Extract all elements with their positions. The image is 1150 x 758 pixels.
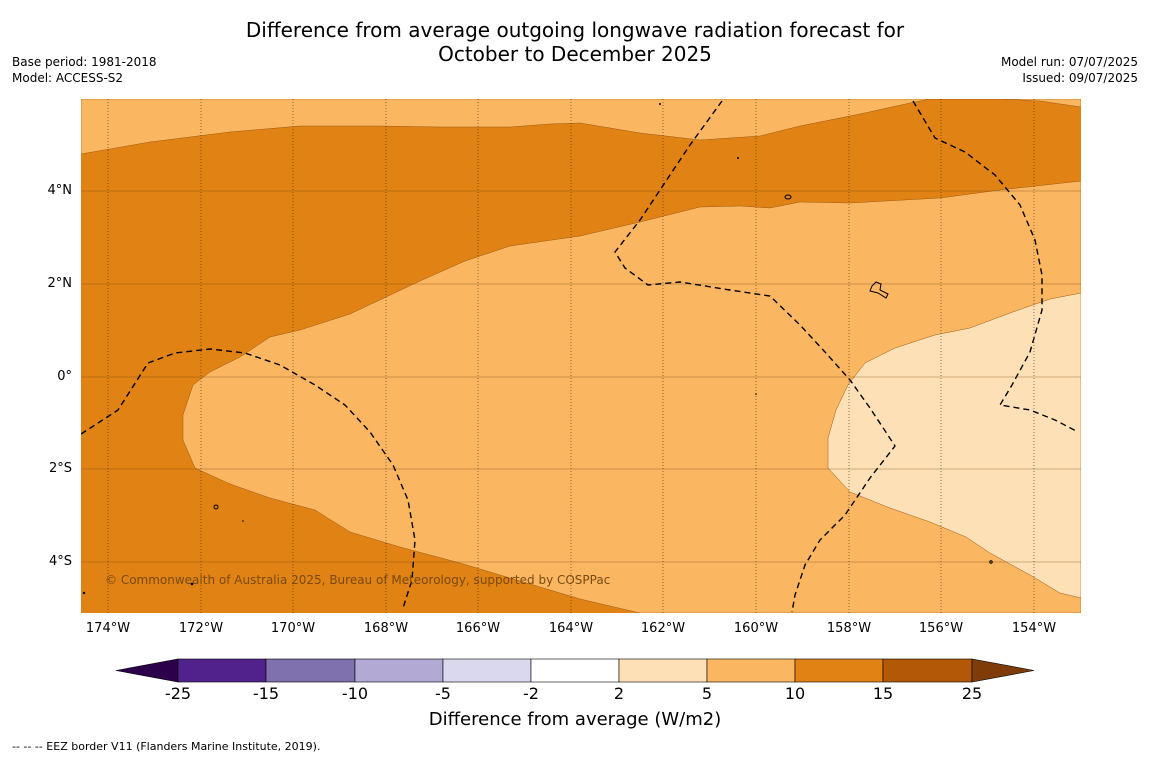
colorbar-bin-2 bbox=[265, 658, 356, 683]
map-title-line2: October to December 2025 bbox=[438, 42, 712, 66]
colorbar-bin-4 bbox=[442, 658, 532, 683]
colorbar-bin-8 bbox=[794, 658, 884, 683]
issued-text: Issued: 09/07/2025 bbox=[1022, 71, 1138, 85]
colorbar-bin-3 bbox=[354, 658, 444, 683]
lon-label-166w: 166°W bbox=[455, 621, 501, 636]
lon-label-156w: 156°W bbox=[918, 621, 964, 636]
lat-label-4s: 4°S bbox=[48, 554, 72, 569]
base-period-text: Base period: 1981-2018 bbox=[12, 55, 157, 69]
model-run-text: Model run: 07/07/2025 bbox=[1000, 55, 1138, 69]
colorbar-bin-1 bbox=[177, 658, 267, 683]
colorbar bbox=[115, 658, 1035, 683]
lon-label-170w: 170°W bbox=[270, 621, 316, 636]
lat-label-4n: 4°N bbox=[47, 183, 73, 198]
lon-label-158w: 158°W bbox=[826, 621, 872, 636]
colorbar-label: Difference from average (W/m2) bbox=[428, 709, 722, 730]
lon-label-154w: 154°W bbox=[1011, 621, 1057, 636]
colorbar-bin-9 bbox=[882, 658, 973, 683]
anomaly-band-top-5-10 bbox=[81, 99, 1081, 155]
colorbar-tick-label: -10 bbox=[341, 684, 369, 703]
colorbar-tick-label: 15 bbox=[872, 684, 894, 703]
meta-left: Base period: 1981-2018 Model: ACCESS-S2 bbox=[12, 54, 157, 86]
colorbar-tick-label: 10 bbox=[784, 684, 806, 703]
eez-borders bbox=[81, 100, 1079, 613]
colorbar-tick-label: -5 bbox=[435, 684, 451, 703]
lat-label-2s: 2°S bbox=[48, 461, 72, 476]
anomaly-band-center-5-10 bbox=[182, 180, 1081, 613]
colorbar-bin-7 bbox=[706, 658, 796, 683]
model-text: Model: ACCESS-S2 bbox=[12, 71, 124, 85]
lat-label-0: 0° bbox=[57, 369, 72, 384]
anomaly-band-2-5 bbox=[827, 292, 1081, 599]
map-panel bbox=[81, 99, 1081, 613]
colorbar-bin-5 bbox=[530, 658, 620, 683]
lon-label-172w: 172°W bbox=[178, 621, 224, 636]
colorbar-bin-6 bbox=[618, 658, 708, 683]
colorbar-under-arrow bbox=[115, 658, 179, 683]
lat-label-2n: 2°N bbox=[47, 276, 73, 291]
lon-label-168w: 168°W bbox=[363, 621, 409, 636]
lon-label-162w: 162°W bbox=[640, 621, 686, 636]
map-title: Difference from average outgoing longwav… bbox=[0, 18, 1150, 66]
eez-footnote: -- -- -- EEZ border V11 (Flanders Marine… bbox=[12, 740, 321, 753]
copyright-text: © Commonwealth of Australia 2025, Bureau… bbox=[105, 573, 611, 587]
colorbar-tick-label: 5 bbox=[701, 684, 713, 703]
map-title-line1: Difference from average outgoing longwav… bbox=[245, 18, 905, 42]
colorbar-tick-label: 2 bbox=[613, 684, 625, 703]
lon-label-174w: 174°W bbox=[85, 621, 131, 636]
colorbar-tick-label: -15 bbox=[252, 684, 280, 703]
colorbar-tick-label: 25 bbox=[961, 684, 983, 703]
colorbar-tick-label: -2 bbox=[523, 684, 539, 703]
lon-label-160w: 160°W bbox=[733, 621, 779, 636]
meta-right: Model run: 07/07/2025 Issued: 09/07/2025 bbox=[1001, 54, 1138, 86]
colorbar-over-arrow bbox=[971, 658, 1035, 683]
colorbar-tick-label: -25 bbox=[164, 684, 192, 703]
lon-label-164w: 164°W bbox=[548, 621, 594, 636]
